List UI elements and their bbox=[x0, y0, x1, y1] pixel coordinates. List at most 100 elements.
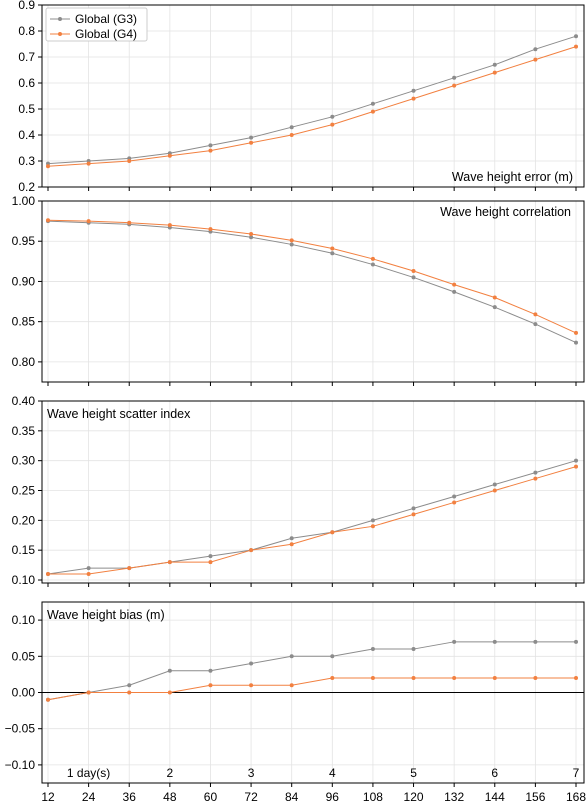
series-line-g4 bbox=[47, 46, 577, 167]
data-point-g4 bbox=[330, 246, 335, 251]
data-point-g4 bbox=[127, 566, 132, 571]
series-line-g4 bbox=[47, 219, 577, 334]
series-line-g4 bbox=[48, 466, 577, 575]
data-point-g3 bbox=[289, 125, 294, 130]
data-point-g3 bbox=[370, 262, 375, 267]
y-tick-label: 0.95 bbox=[12, 234, 36, 248]
x-tick-label: 120 bbox=[404, 790, 424, 802]
data-point-g3 bbox=[574, 458, 578, 463]
data-point-g4 bbox=[46, 697, 50, 702]
x-tick-label: 24 bbox=[82, 790, 96, 802]
data-point-g3 bbox=[127, 683, 132, 688]
y-tick-label: 0.00 bbox=[12, 686, 36, 700]
data-point-g4 bbox=[208, 227, 213, 232]
day-label: 4 bbox=[329, 766, 336, 780]
x-tick-label: 108 bbox=[363, 790, 383, 802]
y-tick-label: 0.20 bbox=[12, 513, 36, 527]
data-point-g4 bbox=[411, 96, 416, 101]
x-tick-label: 168 bbox=[566, 790, 586, 802]
data-point-g4 bbox=[492, 70, 497, 75]
data-point-g3 bbox=[574, 639, 578, 644]
data-point-g3 bbox=[370, 101, 375, 106]
data-point-g4 bbox=[127, 690, 132, 695]
data-point-g4 bbox=[533, 676, 538, 681]
y-tick-label: 0.40 bbox=[12, 394, 36, 408]
y-tick-label: 0.5 bbox=[18, 102, 35, 116]
x-tick-label: 96 bbox=[326, 790, 340, 802]
x-tick-label: 60 bbox=[204, 790, 218, 802]
data-point-g4 bbox=[574, 44, 578, 49]
data-point-g4 bbox=[249, 683, 254, 688]
day-label: 3 bbox=[248, 766, 255, 780]
panel-title: Wave height bias (m) bbox=[47, 608, 165, 622]
data-point-g3 bbox=[452, 289, 457, 294]
series-line-g3 bbox=[47, 460, 577, 575]
data-point-g3 bbox=[249, 661, 254, 666]
data-point-g4 bbox=[330, 676, 335, 681]
y-tick-label: 0.10 bbox=[12, 573, 36, 587]
y-tick-label: 0.25 bbox=[12, 484, 36, 498]
plot-frame bbox=[41, 400, 585, 584]
x-tick-label: 36 bbox=[123, 790, 137, 802]
data-point-g4 bbox=[533, 57, 538, 62]
data-point-g3 bbox=[492, 62, 497, 67]
legend-marker-g4 bbox=[58, 32, 62, 36]
data-point-g3 bbox=[492, 639, 497, 644]
panel-4: −0.10 −0.05 0.00 0.05 0.10 Wave height bias (… bbox=[5, 601, 586, 802]
data-point-g4 bbox=[370, 256, 375, 261]
data-point-g4 bbox=[370, 109, 375, 114]
legend-label-g3: Global (G3) bbox=[75, 12, 137, 26]
data-point-g4 bbox=[127, 159, 132, 163]
data-point-g3 bbox=[533, 47, 538, 52]
data-point-g3 bbox=[452, 639, 457, 644]
day-label: 7 bbox=[573, 766, 580, 780]
day-label: 5 bbox=[410, 766, 417, 780]
data-point-g3 bbox=[208, 143, 213, 148]
data-point-g4 bbox=[452, 676, 457, 681]
data-point-g3 bbox=[330, 251, 335, 256]
data-point-g3 bbox=[533, 639, 538, 644]
series-line-g3 bbox=[47, 220, 577, 344]
panel-1: 0.2 0.3 0.4 0.5 0.6 0.7 0.8 0.9 Wave height erro… bbox=[18, 0, 585, 194]
data-point-g4 bbox=[370, 676, 375, 681]
data-point-g4 bbox=[249, 231, 254, 236]
legend-marker-g3 bbox=[58, 17, 62, 21]
day-label: 1 day(s) bbox=[67, 766, 110, 780]
x-tick-label: 132 bbox=[444, 790, 464, 802]
data-point-g3 bbox=[492, 482, 497, 487]
y-tick-label: 0.05 bbox=[12, 649, 36, 663]
data-point-g4 bbox=[330, 530, 335, 535]
data-point-g3 bbox=[289, 242, 294, 247]
data-point-g3 bbox=[452, 494, 457, 499]
data-point-g4 bbox=[411, 512, 416, 517]
data-point-g4 bbox=[249, 140, 254, 145]
x-tick-label: 156 bbox=[525, 790, 545, 802]
data-point-g4 bbox=[86, 161, 91, 166]
data-point-g3 bbox=[411, 88, 416, 93]
y-tick-label: 0.80 bbox=[12, 355, 36, 369]
x-tick-label: 144 bbox=[485, 790, 505, 802]
y-tick-label: 0.2 bbox=[18, 180, 35, 194]
y-tick-label: 0.15 bbox=[12, 543, 36, 557]
x-tick-label: 12 bbox=[41, 790, 55, 802]
y-tick-label: 0.9 bbox=[18, 0, 35, 12]
data-point-g3 bbox=[167, 668, 172, 673]
x-tick-label: 72 bbox=[244, 790, 258, 802]
y-tick-label: 0.6 bbox=[18, 76, 35, 90]
data-point-g4 bbox=[289, 683, 294, 688]
y-tick-label: 0.85 bbox=[12, 315, 36, 329]
data-point-g4 bbox=[46, 164, 50, 169]
series-line-g4 bbox=[47, 677, 576, 701]
y-tick-label: −0.05 bbox=[5, 722, 36, 736]
data-point-g4 bbox=[167, 153, 172, 158]
data-point-g4 bbox=[208, 148, 213, 153]
series-line-g3 bbox=[47, 641, 576, 701]
plot-frame bbox=[41, 200, 585, 383]
panel-3: 0.10 0.15 0.20 0.25 0.30 0.35 0.40 Wave height … bbox=[12, 394, 585, 587]
data-point-g3 bbox=[370, 647, 375, 652]
data-point-g3 bbox=[533, 322, 538, 327]
data-point-g4 bbox=[167, 690, 172, 695]
y-tick-label: 0.8 bbox=[18, 24, 35, 38]
data-point-g4 bbox=[492, 676, 497, 681]
data-point-g4 bbox=[411, 268, 416, 273]
